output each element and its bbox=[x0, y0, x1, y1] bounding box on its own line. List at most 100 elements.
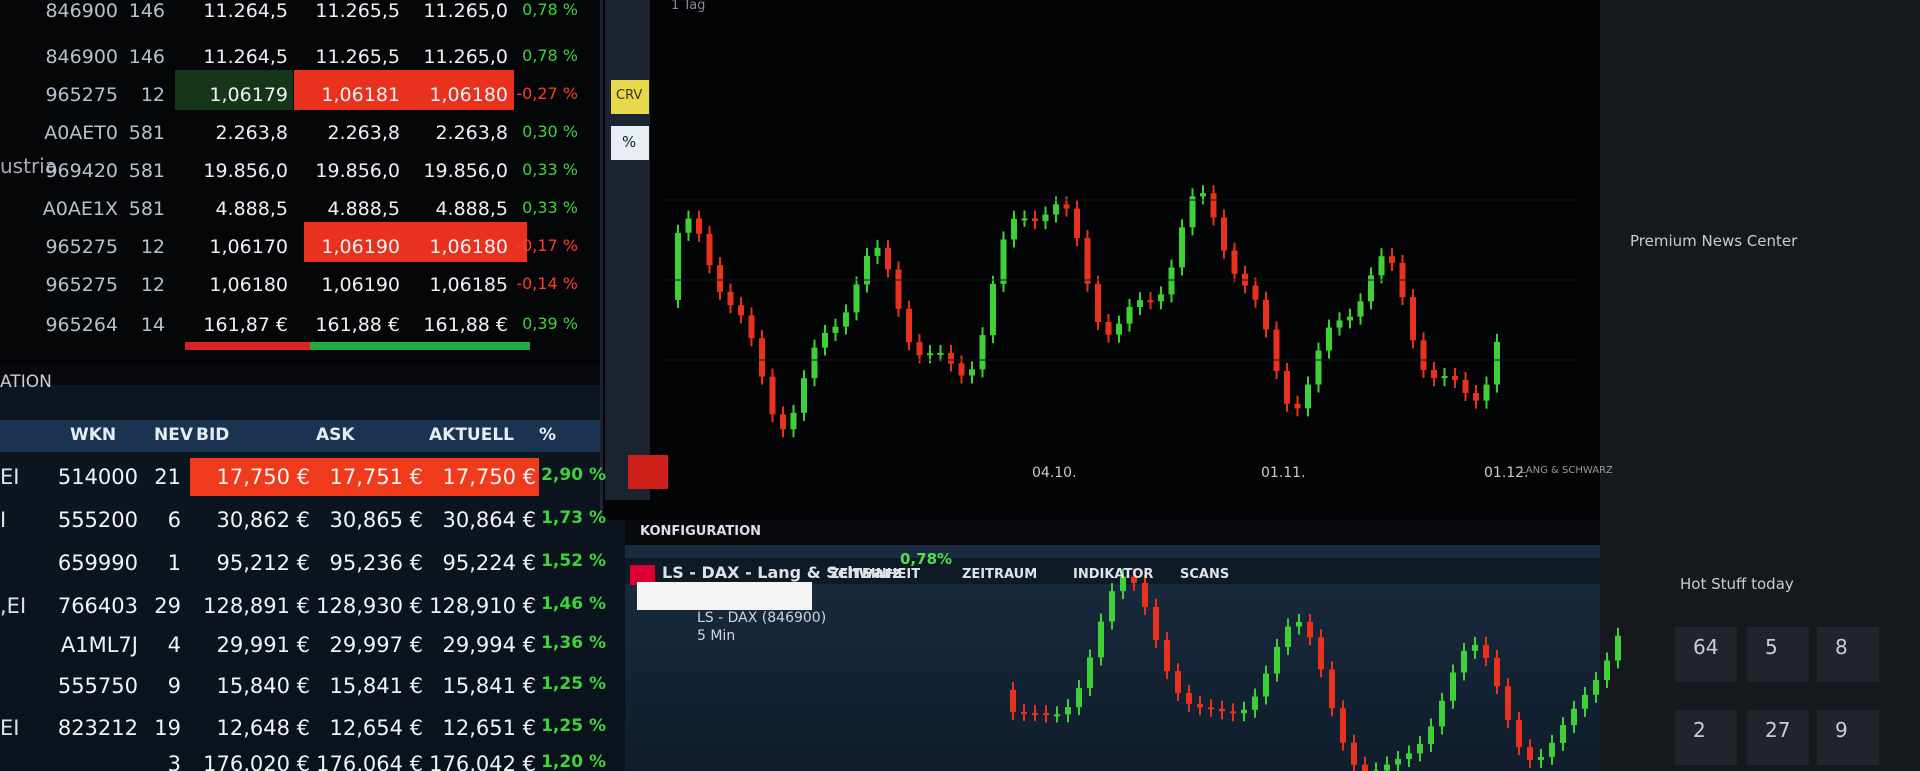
column-header: AKTUELL bbox=[429, 425, 515, 445]
candle bbox=[1326, 327, 1332, 351]
change-cell: 1,52 % bbox=[541, 551, 606, 571]
period-label: 1 Tag bbox=[671, 0, 706, 13]
column-header: % bbox=[539, 425, 557, 445]
change-label: 0,78% bbox=[900, 550, 953, 568]
candle bbox=[1087, 657, 1093, 689]
table-cell: 161,87 € bbox=[203, 314, 288, 336]
candle bbox=[1406, 753, 1412, 760]
menu-item[interactable]: ZEITEINHEIT bbox=[830, 567, 921, 582]
candle bbox=[1210, 193, 1217, 218]
table-cell: 146 bbox=[128, 0, 165, 22]
table-cell: 6 bbox=[167, 508, 181, 532]
candle bbox=[675, 232, 681, 300]
table-cell: 11.264,5 bbox=[203, 0, 288, 22]
table-cell: 1,06190 bbox=[321, 236, 400, 258]
tile bbox=[1675, 627, 1737, 682]
menu-item[interactable]: ZEITRAUM bbox=[962, 567, 1038, 582]
candle bbox=[1294, 403, 1301, 409]
table-cell: 4.888,5 bbox=[215, 198, 288, 220]
progress-bar bbox=[185, 342, 310, 350]
table-cell: 555200 bbox=[57, 508, 138, 532]
table-cell: 2.263,8 bbox=[215, 122, 288, 144]
change-cell: 0,78 % bbox=[522, 46, 578, 65]
table-cell: 176,020 € bbox=[203, 752, 310, 771]
candle bbox=[1516, 719, 1522, 748]
candle bbox=[1284, 371, 1290, 404]
tile-value: 9 bbox=[1835, 718, 1848, 742]
row-prefix: I bbox=[0, 508, 7, 532]
table-cell: 766403 bbox=[57, 594, 138, 618]
candle bbox=[1011, 218, 1017, 240]
candle bbox=[948, 352, 954, 364]
candle bbox=[1263, 673, 1269, 697]
table-cell: 21 bbox=[154, 465, 181, 489]
candle bbox=[1186, 693, 1192, 704]
change-cell: 0,33 % bbox=[522, 198, 578, 217]
candle bbox=[780, 414, 786, 430]
candle bbox=[790, 412, 797, 430]
candle bbox=[1549, 742, 1555, 757]
menu-item[interactable]: SCANS bbox=[1180, 567, 1230, 582]
instrument-label: LS - DAX (846900) bbox=[697, 610, 827, 626]
candle bbox=[801, 378, 807, 413]
candle bbox=[874, 247, 881, 256]
candle bbox=[1084, 238, 1091, 284]
close-button bbox=[628, 455, 668, 489]
table-cell: 12,648 € bbox=[216, 716, 310, 740]
change-cell: 0,78 % bbox=[522, 0, 578, 19]
panel-title: KONFIGURATION bbox=[640, 524, 762, 539]
tile bbox=[1747, 710, 1809, 765]
candle bbox=[1032, 218, 1038, 222]
table-cell: 965275 bbox=[45, 236, 118, 258]
tool-button[interactable]: CRV bbox=[616, 88, 643, 103]
table-cell: 12 bbox=[140, 236, 165, 258]
table-cell: 128,930 € bbox=[316, 594, 423, 618]
progress-bar bbox=[310, 342, 530, 350]
tab-label: ATION bbox=[0, 372, 52, 392]
candle bbox=[853, 284, 860, 313]
candle bbox=[1340, 708, 1346, 743]
candle bbox=[1168, 267, 1175, 295]
change-cell: 1,25 % bbox=[541, 674, 606, 694]
candle bbox=[1053, 204, 1059, 215]
change-cell: -0,17 % bbox=[516, 236, 578, 255]
table-cell: 161,88 € bbox=[315, 314, 400, 336]
tool-button[interactable]: % bbox=[622, 133, 637, 151]
table-cell: 12,651 € bbox=[442, 716, 536, 740]
candle bbox=[885, 247, 891, 270]
table-cell: 29 bbox=[154, 594, 181, 618]
candle bbox=[1197, 703, 1203, 708]
tile-value: 5 bbox=[1765, 635, 1778, 659]
candle bbox=[1329, 669, 1335, 709]
candle bbox=[822, 332, 828, 348]
table-cell: 11.265,0 bbox=[423, 0, 508, 22]
candle bbox=[1296, 621, 1302, 627]
candle bbox=[1450, 672, 1456, 701]
menu-item[interactable]: INDIKATOR bbox=[1073, 567, 1154, 582]
candle bbox=[1120, 576, 1126, 592]
table-cell: 4 bbox=[167, 633, 181, 657]
candle bbox=[1439, 700, 1445, 727]
candle bbox=[1158, 294, 1164, 302]
row-prefix: ustria bbox=[0, 154, 57, 178]
candle bbox=[738, 305, 744, 316]
candle bbox=[1494, 341, 1500, 385]
column-header: BID bbox=[196, 425, 230, 445]
candle bbox=[864, 255, 870, 285]
tile-value: 27 bbox=[1765, 718, 1791, 742]
candle bbox=[1000, 239, 1007, 284]
candle bbox=[1417, 743, 1423, 754]
table-cell: 1,06185 bbox=[429, 274, 508, 296]
candle bbox=[1357, 301, 1364, 317]
table-cell: 1,06180 bbox=[429, 236, 508, 258]
candle bbox=[1208, 707, 1214, 710]
candle bbox=[1179, 227, 1185, 268]
candle bbox=[1538, 756, 1544, 760]
candle bbox=[1285, 626, 1291, 647]
table-cell: 14 bbox=[140, 314, 165, 336]
table-cell: 19.856,0 bbox=[203, 160, 288, 182]
table-cell: 95,212 € bbox=[216, 551, 310, 575]
change-cell: 1,25 % bbox=[541, 716, 606, 736]
table-cell: 15,841 € bbox=[442, 674, 536, 698]
